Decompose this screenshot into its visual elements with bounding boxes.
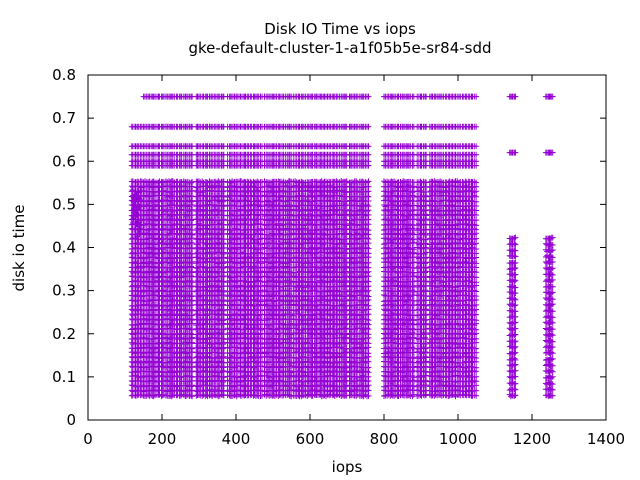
data-point	[251, 364, 258, 371]
data-point	[159, 246, 166, 253]
data-point	[219, 198, 226, 205]
data-point	[145, 378, 152, 385]
data-point	[241, 312, 248, 319]
chart-title: Disk IO Time vs iops	[264, 20, 416, 38]
data-point	[128, 387, 135, 394]
data-point	[241, 321, 248, 328]
data-point	[155, 188, 162, 195]
data-points	[128, 93, 556, 400]
data-point	[194, 241, 201, 248]
data-point	[146, 250, 153, 257]
data-point	[203, 203, 210, 210]
data-point	[134, 284, 141, 291]
data-point	[177, 322, 184, 329]
data-point	[189, 326, 196, 333]
data-point	[264, 345, 271, 352]
data-point	[208, 284, 214, 290]
data-point	[132, 359, 138, 366]
data-point	[189, 307, 196, 314]
data-point	[241, 374, 248, 381]
data-point	[215, 178, 222, 185]
data-point	[219, 317, 226, 324]
data-point	[241, 217, 248, 224]
data-point	[145, 227, 152, 234]
data-point	[189, 355, 196, 361]
data-point	[159, 311, 166, 318]
data-point	[219, 227, 226, 233]
data-point	[203, 265, 210, 272]
data-point	[134, 369, 141, 376]
data-point	[276, 350, 283, 357]
data-point	[189, 345, 196, 352]
data-point	[155, 179, 162, 186]
data-point	[177, 249, 184, 256]
data-point	[251, 374, 258, 381]
data-point	[254, 212, 261, 219]
data-point	[177, 350, 184, 357]
chart-subtitle: gke-default-cluster-1-a1f05b5e-sr84-sdd	[188, 39, 491, 57]
data-point	[203, 312, 210, 319]
